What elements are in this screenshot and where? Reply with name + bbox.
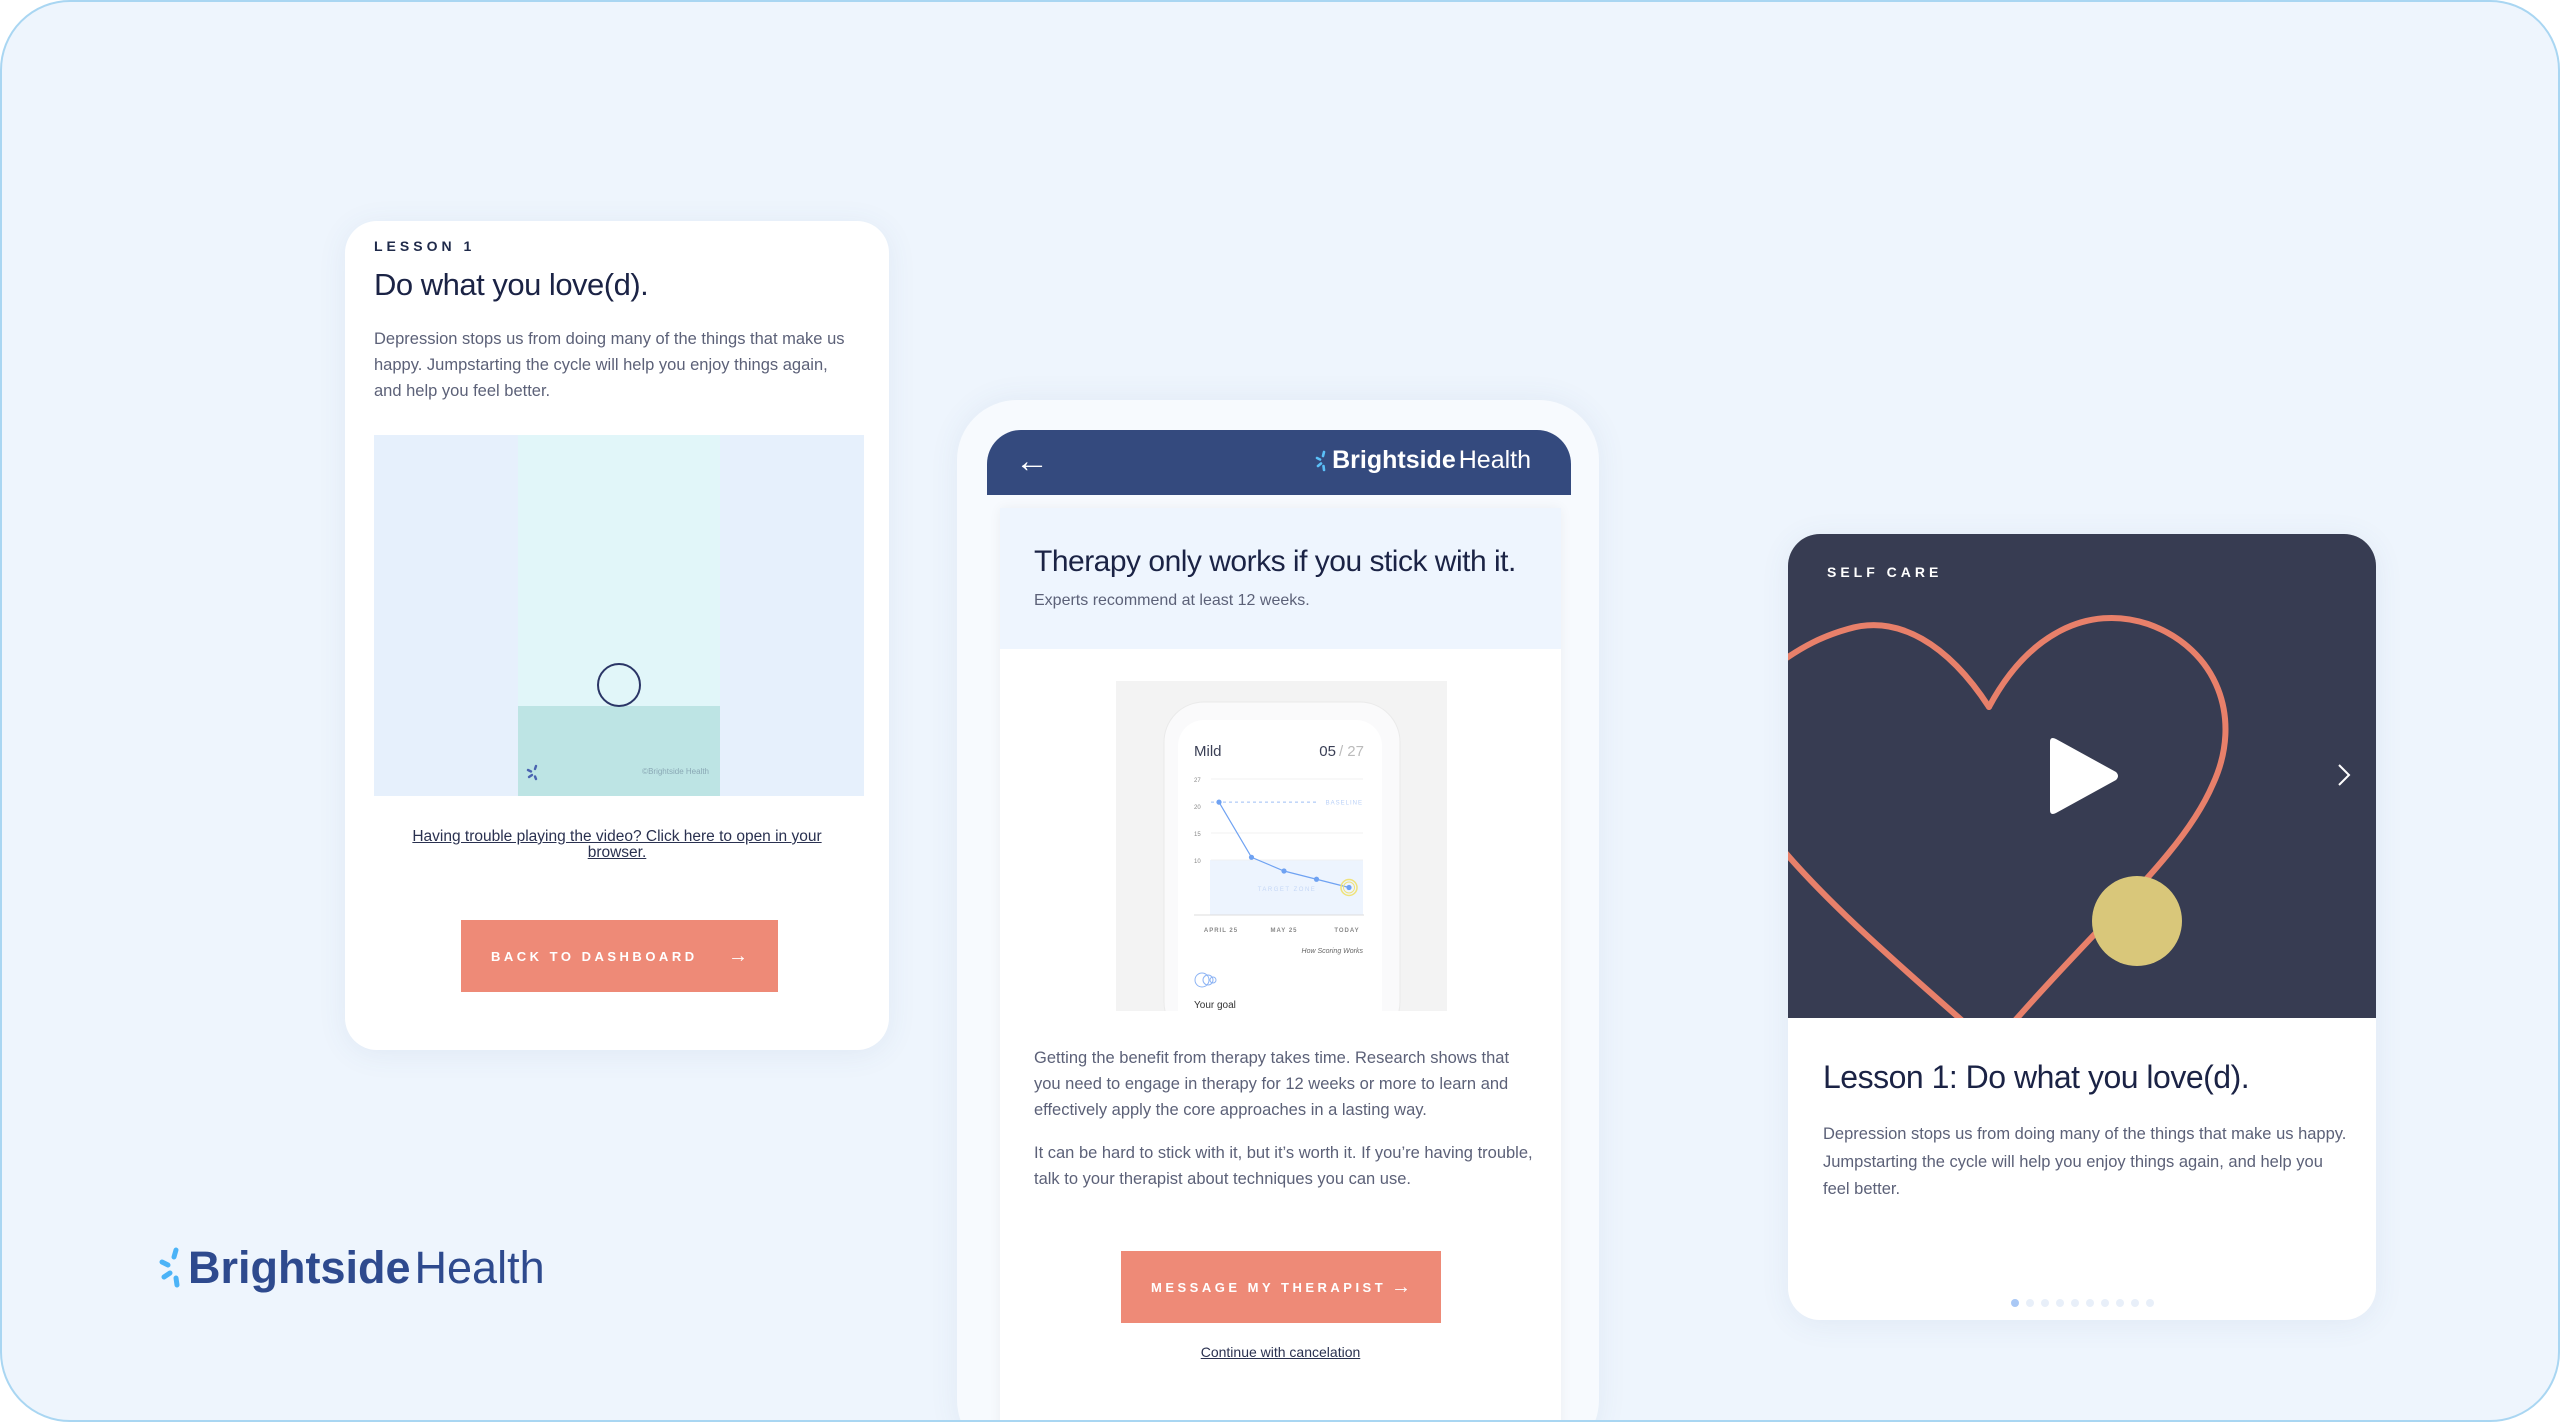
score-chart: Mild 05/ 27 27 20 15 10 BASELINE TARGET ZONE A… bbox=[1163, 701, 1401, 1011]
lesson-card-description: Depression stops us from doing many of t… bbox=[1823, 1125, 2347, 1198]
svg-text:05/ 27: 05/ 27 bbox=[1319, 743, 1364, 760]
pagination-dot[interactable] bbox=[2130, 1299, 2139, 1307]
pagination-dot[interactable] bbox=[2115, 1299, 2124, 1307]
pagination-dot[interactable] bbox=[2070, 1299, 2079, 1307]
screen-title: Therapy only works if you stick with it. bbox=[1034, 545, 1516, 578]
play-icon[interactable] bbox=[2046, 736, 2120, 816]
goal-label: Your goal bbox=[1194, 1000, 1236, 1011]
pagination-dot[interactable] bbox=[2010, 1299, 2019, 1307]
brightside-mark-icon bbox=[526, 764, 538, 781]
lesson-eyebrow: LESSON 1 bbox=[374, 238, 476, 254]
carousel-pagination bbox=[1788, 1299, 2376, 1307]
app-header: ← Brightside Health bbox=[987, 430, 1571, 495]
back-button[interactable]: ← bbox=[1015, 442, 1049, 481]
back-to-dashboard-button[interactable]: BACK TO DASHBOARD → bbox=[461, 920, 778, 992]
y-tick-label: 15 bbox=[1194, 832, 1201, 838]
data-point bbox=[1313, 876, 1320, 882]
message-therapist-button[interactable]: MESSAGE MY THERAPIST → bbox=[1121, 1251, 1441, 1323]
score-value: 05 bbox=[1319, 743, 1336, 760]
target-zone-label: TARGET ZONE bbox=[1258, 887, 1317, 893]
brightside-mark-icon bbox=[159, 1247, 180, 1288]
current-score-ring bbox=[1343, 881, 1355, 894]
pagination-dot[interactable] bbox=[2085, 1299, 2094, 1307]
loading-circle-icon bbox=[597, 663, 641, 707]
x-tick-label: MAY 25 bbox=[1270, 928, 1297, 934]
current-score-ring bbox=[1340, 878, 1358, 897]
open-video-in-browser-link[interactable]: Having trouble playing the video? Click … bbox=[412, 828, 822, 861]
lesson-video-card: LESSON 1 Do what you love(d). Depression… bbox=[345, 221, 889, 1050]
pagination-dot[interactable] bbox=[2100, 1299, 2109, 1307]
lesson-description: Depression stops us from doing many of t… bbox=[374, 330, 845, 400]
continue-cancelation-link[interactable]: Continue with cancelation bbox=[1200, 1344, 1361, 1360]
progress-chart-image: Mild 05/ 27 27 20 15 10 BASELINE TARGET ZONE A… bbox=[1116, 681, 1447, 1011]
pagination-dot[interactable] bbox=[2040, 1299, 2049, 1307]
heart-illustration bbox=[1788, 614, 2229, 1018]
paragraph-1: Getting the benefit from therapy takes t… bbox=[1034, 1049, 1510, 1119]
goal-icon bbox=[1194, 972, 1217, 988]
brand-logo: Brightside Health bbox=[158, 1242, 545, 1294]
data-point bbox=[1248, 854, 1255, 860]
content-card: Therapy only works if you stick with it.… bbox=[1000, 508, 1561, 1420]
video-player[interactable]: ©Brightside Health bbox=[374, 435, 864, 796]
arrow-right-icon: → bbox=[728, 944, 748, 967]
button-label: MESSAGE MY THERAPIST bbox=[1151, 1279, 1387, 1295]
arrow-left-icon: ← bbox=[1015, 442, 1049, 480]
score-max: / 27 bbox=[1339, 743, 1364, 760]
brightside-mark-icon bbox=[1315, 450, 1326, 471]
arrow-right-icon: → bbox=[1391, 1275, 1411, 1298]
pagination-dot[interactable] bbox=[2025, 1299, 2034, 1307]
button-label: BACK TO DASHBOARD bbox=[491, 948, 698, 964]
chevron-right-icon[interactable] bbox=[2336, 762, 2352, 788]
y-tick-label: 27 bbox=[1194, 778, 1201, 784]
target-zone bbox=[1210, 860, 1363, 915]
data-point bbox=[1346, 884, 1352, 891]
baseline-label: BASELINE bbox=[1326, 801, 1363, 807]
screen-subtitle: Experts recommend at least 12 weeks. bbox=[1034, 592, 1310, 609]
category-eyebrow: SELF CARE bbox=[1827, 564, 1943, 580]
data-point bbox=[1281, 868, 1287, 874]
y-tick-label: 20 bbox=[1194, 805, 1201, 811]
lesson-card-title: Lesson 1: Do what you love(d). bbox=[1823, 1059, 2250, 1095]
paragraph-2: It can be hard to stick with it, but it’… bbox=[1034, 1144, 1533, 1188]
video-thumbnail[interactable]: SELF CARE bbox=[1788, 534, 2376, 1018]
header-logo: Brightside Health bbox=[1315, 446, 1531, 475]
phone-frame: ← Brightside Health Therapy only works if… bbox=[957, 400, 1599, 1420]
self-care-card: SELF CARE Lesson 1: Do what you love(d).… bbox=[1788, 534, 2376, 1320]
pagination-dot[interactable] bbox=[2055, 1299, 2064, 1307]
how-scoring-works-link: How Scoring Works bbox=[1302, 948, 1364, 955]
video-watermark: ©Brightside Health bbox=[642, 767, 709, 776]
severity-label: Mild bbox=[1194, 743, 1222, 760]
pagination-dot[interactable] bbox=[2145, 1299, 2154, 1307]
data-point bbox=[1216, 799, 1222, 805]
x-tick-label: TODAY bbox=[1334, 928, 1359, 934]
lesson-title: Do what you love(d). bbox=[374, 267, 649, 302]
y-tick-label: 10 bbox=[1194, 859, 1201, 865]
x-tick-label: APRIL 25 bbox=[1204, 928, 1238, 934]
